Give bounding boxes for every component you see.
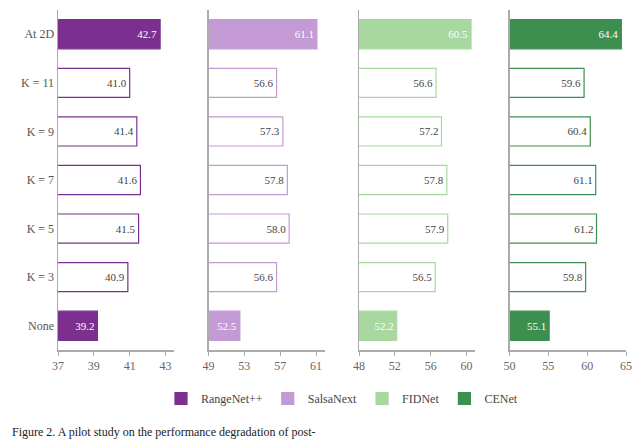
svg-text:55.1: 55.1 — [527, 320, 546, 332]
svg-text:At 2D: At 2D — [24, 27, 54, 41]
svg-text:41.5: 41.5 — [116, 223, 136, 235]
svg-text:56.6: 56.6 — [254, 271, 274, 283]
svg-text:57.2: 57.2 — [419, 125, 438, 137]
svg-text:K = 3: K = 3 — [27, 270, 54, 284]
svg-text:50: 50 — [504, 359, 516, 373]
svg-text:41.4: 41.4 — [114, 125, 134, 137]
svg-text:K = 5: K = 5 — [27, 222, 54, 236]
svg-text:57: 57 — [274, 359, 286, 373]
svg-text:48: 48 — [353, 359, 365, 373]
svg-text:K = 9: K = 9 — [27, 125, 54, 139]
svg-text:CENet: CENet — [484, 392, 517, 406]
svg-text:60.5: 60.5 — [448, 28, 468, 40]
svg-text:52.2: 52.2 — [374, 320, 393, 332]
svg-text:56: 56 — [425, 359, 437, 373]
svg-text:56.5: 56.5 — [412, 271, 432, 283]
svg-text:SalsaNext: SalsaNext — [308, 392, 357, 406]
svg-text:57.8: 57.8 — [265, 174, 285, 186]
svg-text:57.3: 57.3 — [260, 125, 280, 137]
svg-text:61.1: 61.1 — [295, 28, 314, 40]
svg-text:RangeNet++: RangeNet++ — [201, 392, 263, 406]
svg-text:59.8: 59.8 — [563, 271, 583, 283]
svg-text:41.0: 41.0 — [107, 77, 127, 89]
svg-text:39: 39 — [88, 359, 100, 373]
svg-text:65: 65 — [620, 359, 632, 373]
svg-text:41: 41 — [124, 359, 136, 373]
svg-text:53: 53 — [238, 359, 250, 373]
svg-text:K = 7: K = 7 — [27, 173, 54, 187]
svg-text:FIDNet: FIDNet — [402, 392, 439, 406]
svg-text:41.6: 41.6 — [118, 174, 138, 186]
svg-text:59.6: 59.6 — [561, 77, 581, 89]
svg-text:64.4: 64.4 — [599, 28, 619, 40]
svg-text:56.6: 56.6 — [254, 77, 274, 89]
svg-text:37: 37 — [52, 359, 64, 373]
svg-text:61.1: 61.1 — [573, 174, 592, 186]
svg-text:60.4: 60.4 — [568, 125, 588, 137]
svg-text:60: 60 — [581, 359, 593, 373]
svg-text:58.0: 58.0 — [266, 223, 286, 235]
svg-text:57.9: 57.9 — [425, 223, 445, 235]
svg-text:56.6: 56.6 — [413, 77, 433, 89]
svg-text:Figure 2. A pilot study on the: Figure 2. A pilot study on the performan… — [12, 425, 316, 439]
svg-text:43: 43 — [159, 359, 171, 373]
svg-text:40.9: 40.9 — [105, 271, 125, 283]
svg-text:61: 61 — [310, 359, 322, 373]
svg-text:49: 49 — [203, 359, 215, 373]
svg-text:57.8: 57.8 — [424, 174, 444, 186]
svg-text:61.2: 61.2 — [574, 223, 593, 235]
svg-text:52: 52 — [389, 359, 401, 373]
svg-text:None: None — [28, 319, 54, 333]
svg-text:42.7: 42.7 — [137, 28, 157, 40]
svg-text:39.2: 39.2 — [75, 320, 94, 332]
svg-text:52.5: 52.5 — [217, 320, 237, 332]
svg-text:55: 55 — [542, 359, 554, 373]
svg-text:60: 60 — [461, 359, 473, 373]
svg-text:K = 11: K = 11 — [21, 76, 54, 90]
